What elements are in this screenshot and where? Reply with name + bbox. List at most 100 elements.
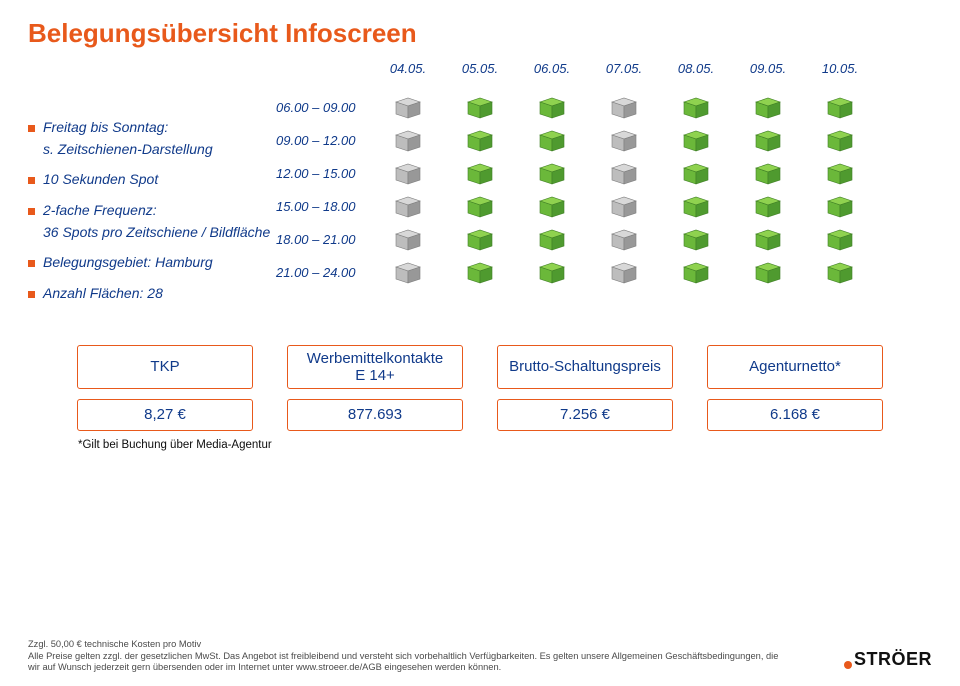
- metric-card-header: Brutto-Schaltungspreis: [497, 345, 673, 389]
- green-cube-icon: [538, 262, 566, 284]
- green-cube-icon: [754, 130, 782, 152]
- grid-cell: [444, 130, 516, 152]
- grid-cell: [660, 97, 732, 119]
- stroeer-logo: STRÖER: [844, 649, 932, 670]
- green-cube-icon: [826, 163, 854, 185]
- grid-cell: [660, 229, 732, 251]
- time-slot-label: 21.00 – 24.00: [276, 256, 372, 289]
- date-header-cell: 05.05.: [444, 61, 516, 81]
- grid-cell: [372, 130, 444, 152]
- time-slot-label: 15.00 – 18.00: [276, 190, 372, 223]
- footnote-line: Zzgl. 50,00 € technische Kosten pro Moti…: [28, 639, 788, 651]
- green-cube-icon: [754, 196, 782, 218]
- grid-cell: [732, 163, 804, 185]
- bullet-icon: [28, 260, 35, 267]
- grid-cell: [444, 163, 516, 185]
- grid-cell: [588, 229, 660, 251]
- date-header-cell: 10.05.: [804, 61, 876, 81]
- time-slot-label: 09.00 – 12.00: [276, 124, 372, 157]
- schedule-grid: 04.05.05.05.06.05.07.05.08.05.09.05.10.0…: [372, 91, 932, 289]
- times-column: 06.00 – 09.0009.00 – 12.0012.00 – 15.001…: [276, 91, 372, 289]
- footnote-line: Alle Preise gelten zzgl. der gesetzliche…: [28, 651, 788, 674]
- grid-cell: [516, 163, 588, 185]
- grid-row: [372, 124, 932, 157]
- metric-card-column: Agenturnetto* 6.168 €: [707, 345, 883, 431]
- grid-cell: [588, 262, 660, 284]
- green-cube-icon: [682, 97, 710, 119]
- date-header-cell: 08.05.: [660, 61, 732, 81]
- page-title: Belegungsübersicht Infoscreen: [28, 18, 932, 49]
- metric-card-column: TKP8,27 €: [77, 345, 253, 431]
- bullet-subtext: s. Zeitschienen-Darstellung: [43, 141, 276, 157]
- time-slot-label: 12.00 – 15.00: [276, 157, 372, 190]
- bullet-text: 2-fache Frequenz:: [43, 202, 157, 220]
- green-cube-icon: [538, 196, 566, 218]
- grid-cell: [516, 262, 588, 284]
- footnote-asterisk: *Gilt bei Buchung über Media-Agentur: [78, 439, 932, 451]
- grid-cell: [372, 163, 444, 185]
- bullet-icon: [28, 125, 35, 132]
- grid-cell: [660, 196, 732, 218]
- grid-cell: [372, 196, 444, 218]
- grid-cell: [444, 262, 516, 284]
- bullet-icon: [28, 208, 35, 215]
- green-cube-icon: [682, 262, 710, 284]
- date-header-cell: 07.05.: [588, 61, 660, 81]
- logo-dot-icon: [844, 661, 852, 669]
- grid-cell: [588, 163, 660, 185]
- green-cube-icon: [826, 196, 854, 218]
- green-cube-icon: [466, 97, 494, 119]
- logo-text: STRÖER: [854, 649, 932, 670]
- grid-row: [372, 157, 932, 190]
- grid-cell: [732, 130, 804, 152]
- metric-card-header: Agenturnetto*: [707, 345, 883, 389]
- grid-cell: [804, 262, 876, 284]
- green-cube-icon: [826, 97, 854, 119]
- grey-cube-icon: [610, 229, 638, 251]
- green-cube-icon: [754, 229, 782, 251]
- green-cube-icon: [466, 163, 494, 185]
- grey-cube-icon: [610, 130, 638, 152]
- metric-card-value: 6.168 €: [707, 399, 883, 431]
- grey-cube-icon: [394, 130, 422, 152]
- grid-cell: [444, 196, 516, 218]
- green-cube-icon: [826, 229, 854, 251]
- green-cube-icon: [466, 262, 494, 284]
- green-cube-icon: [466, 229, 494, 251]
- metric-card-header: WerbemittelkontakteE 14+: [287, 345, 463, 389]
- footnote-legal: Zzgl. 50,00 € technische Kosten pro Moti…: [28, 639, 788, 674]
- green-cube-icon: [538, 229, 566, 251]
- grid-cell: [588, 97, 660, 119]
- green-cube-icon: [466, 130, 494, 152]
- grid-cell: [732, 262, 804, 284]
- metric-card-header: TKP: [77, 345, 253, 389]
- green-cube-icon: [682, 229, 710, 251]
- bullet-icon: [28, 291, 35, 298]
- green-cube-icon: [754, 163, 782, 185]
- grid-cell: [804, 229, 876, 251]
- bullet-subtext: 36 Spots pro Zeitschiene / Bildfläche: [43, 224, 276, 240]
- grid-cell: [516, 229, 588, 251]
- grid-cell: [516, 130, 588, 152]
- bullet-icon: [28, 177, 35, 184]
- green-cube-icon: [466, 196, 494, 218]
- green-cube-icon: [682, 163, 710, 185]
- bullets-column: Freitag bis Sonntag: s. Zeitschienen-Dar…: [28, 91, 276, 307]
- grid-cell: [804, 130, 876, 152]
- date-header-cell: 06.05.: [516, 61, 588, 81]
- grid-cell: [516, 97, 588, 119]
- grid-row: [372, 190, 932, 223]
- grid-cell: [804, 196, 876, 218]
- date-header-cell: 09.05.: [732, 61, 804, 81]
- bullet-text: Anzahl Flächen: 28: [43, 285, 163, 303]
- green-cube-icon: [538, 163, 566, 185]
- grid-cell: [372, 229, 444, 251]
- grid-cell: [660, 163, 732, 185]
- green-cube-icon: [538, 130, 566, 152]
- metric-card-value: 7.256 €: [497, 399, 673, 431]
- grid-cell: [588, 196, 660, 218]
- bullet-item: Belegungsgebiet: Hamburg: [28, 254, 276, 272]
- main-content-row: Freitag bis Sonntag: s. Zeitschienen-Dar…: [28, 91, 932, 307]
- grid-cell: [372, 262, 444, 284]
- grid-row: [372, 91, 932, 124]
